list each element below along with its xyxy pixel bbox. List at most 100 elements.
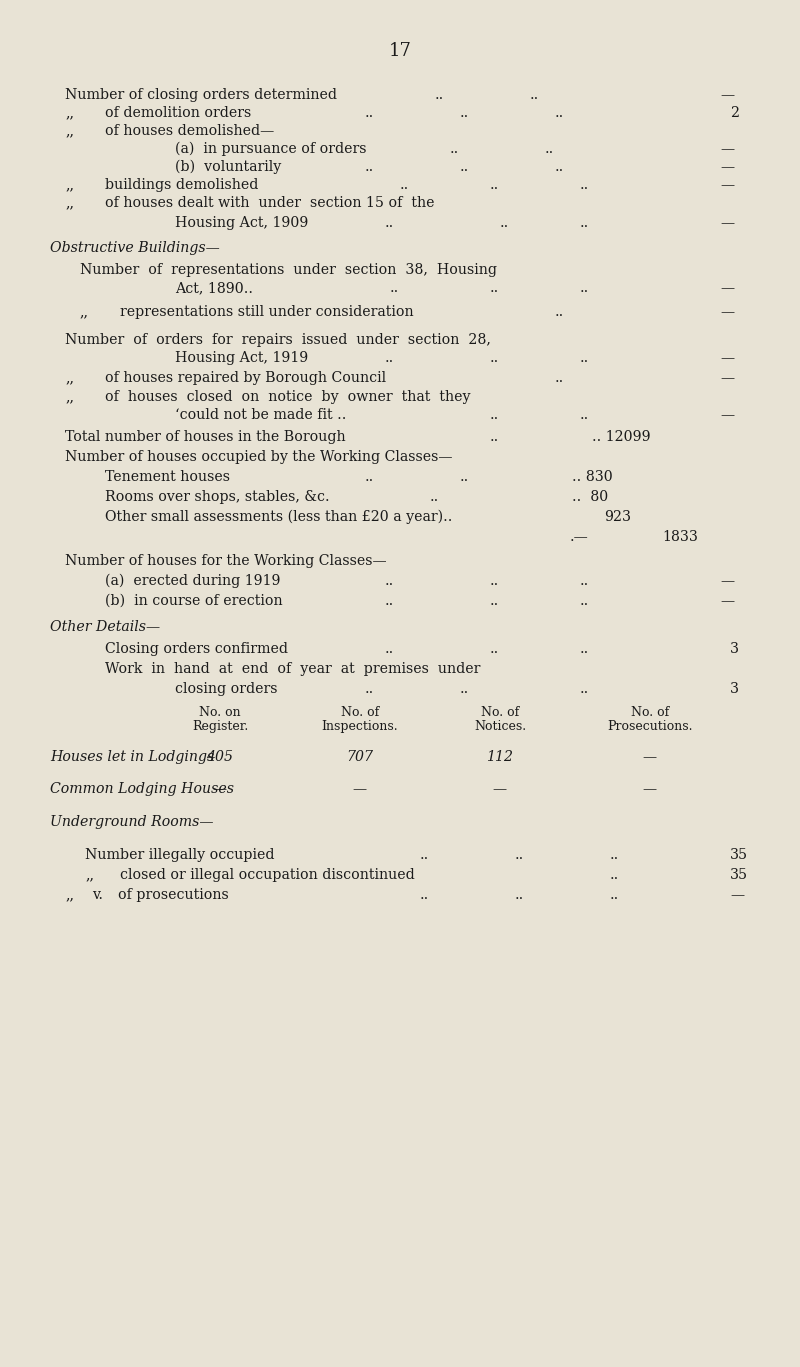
- Text: —: —: [720, 407, 734, 422]
- Text: Number  of  orders  for  repairs  issued  under  section  28,: Number of orders for repairs issued unde…: [65, 334, 491, 347]
- Text: ..: ..: [500, 216, 510, 230]
- Text: ..: ..: [365, 160, 374, 174]
- Text: ..: ..: [460, 682, 470, 696]
- Text: ..: ..: [460, 470, 470, 484]
- Text: of houses dealt with  under  section 15 of  the: of houses dealt with under section 15 of…: [105, 195, 434, 211]
- Text: ..: ..: [490, 431, 499, 444]
- Text: —: —: [720, 351, 734, 365]
- Text: ..: ..: [555, 160, 564, 174]
- Text: ,,: ,,: [65, 178, 74, 191]
- Text: .—: .—: [570, 530, 589, 544]
- Text: ..: ..: [385, 216, 394, 230]
- Text: —: —: [720, 216, 734, 230]
- Text: v.: v.: [92, 889, 103, 902]
- Text: Notices.: Notices.: [474, 720, 526, 733]
- Text: Housing Act, 1919: Housing Act, 1919: [175, 351, 308, 365]
- Text: Housing Act, 1909: Housing Act, 1909: [175, 216, 308, 230]
- Text: —: —: [720, 282, 734, 295]
- Text: 923: 923: [604, 510, 631, 524]
- Text: Tenement houses: Tenement houses: [105, 470, 230, 484]
- Text: ..: ..: [530, 87, 539, 103]
- Text: ..: ..: [545, 142, 554, 156]
- Text: ..: ..: [385, 574, 394, 588]
- Text: (a)  in pursuance of orders: (a) in pursuance of orders: [175, 142, 366, 156]
- Text: —: —: [720, 595, 734, 608]
- Text: ..: ..: [400, 178, 410, 191]
- Text: ,,: ,,: [65, 370, 74, 385]
- Text: Number of houses occupied by the Working Classes—: Number of houses occupied by the Working…: [65, 450, 453, 463]
- Text: 35: 35: [730, 868, 748, 882]
- Text: ‘could not be made fit ..: ‘could not be made fit ..: [175, 407, 346, 422]
- Text: (a)  erected during 1919: (a) erected during 1919: [105, 574, 281, 588]
- Text: ..: ..: [430, 489, 439, 504]
- Text: ..: ..: [490, 642, 499, 656]
- Text: —: —: [353, 782, 367, 796]
- Text: ..: ..: [365, 470, 374, 484]
- Text: ..: ..: [385, 595, 394, 608]
- Text: ,,: ,,: [80, 305, 89, 319]
- Text: ,,: ,,: [65, 889, 74, 902]
- Text: No. of: No. of: [481, 705, 519, 719]
- Text: Number of houses for the Working Classes—: Number of houses for the Working Classes…: [65, 554, 386, 569]
- Text: of demolition orders: of demolition orders: [105, 107, 251, 120]
- Text: ,,: ,,: [85, 868, 94, 882]
- Text: ..: ..: [555, 107, 564, 120]
- Text: Houses let in Lodgings: Houses let in Lodgings: [50, 750, 214, 764]
- Text: —: —: [720, 160, 734, 174]
- Text: closed or illegal occupation discontinued: closed or illegal occupation discontinue…: [120, 868, 414, 882]
- Text: 405: 405: [206, 750, 234, 764]
- Text: ..: ..: [610, 868, 619, 882]
- Text: ..: ..: [580, 351, 590, 365]
- Text: Common Lodging Houses: Common Lodging Houses: [50, 782, 234, 796]
- Text: ..: ..: [490, 407, 499, 422]
- Text: 17: 17: [389, 42, 411, 60]
- Text: Obstructive Buildings—: Obstructive Buildings—: [50, 241, 220, 256]
- Text: ..: ..: [490, 351, 499, 365]
- Text: of houses demolished—: of houses demolished—: [105, 124, 274, 138]
- Text: closing orders: closing orders: [175, 682, 278, 696]
- Text: Underground Rooms—: Underground Rooms—: [50, 815, 214, 828]
- Text: 3: 3: [730, 642, 739, 656]
- Text: —: —: [493, 782, 507, 796]
- Text: of prosecutions: of prosecutions: [118, 889, 229, 902]
- Text: ..: ..: [435, 87, 444, 103]
- Text: ..: ..: [490, 574, 499, 588]
- Text: ..: ..: [460, 107, 470, 120]
- Text: ..: ..: [555, 370, 564, 385]
- Text: —: —: [730, 889, 744, 902]
- Text: ..: ..: [580, 682, 590, 696]
- Text: (b)  voluntarily: (b) voluntarily: [175, 160, 282, 175]
- Text: ..: ..: [580, 178, 590, 191]
- Text: Closing orders confirmed: Closing orders confirmed: [105, 642, 288, 656]
- Text: —: —: [720, 370, 734, 385]
- Text: —: —: [213, 782, 227, 796]
- Text: ..: ..: [420, 848, 430, 863]
- Text: ..: ..: [490, 178, 499, 191]
- Text: ..: ..: [490, 282, 499, 295]
- Text: ..: ..: [580, 595, 590, 608]
- Text: ..: ..: [580, 642, 590, 656]
- Text: ..: ..: [460, 160, 470, 174]
- Text: representations still under consideration: representations still under consideratio…: [120, 305, 414, 319]
- Text: 35: 35: [730, 848, 748, 863]
- Text: Inspections.: Inspections.: [322, 720, 398, 733]
- Text: —: —: [720, 574, 734, 588]
- Text: Number  of  representations  under  section  38,  Housing: Number of representations under section …: [80, 262, 497, 278]
- Text: Prosecutions.: Prosecutions.: [607, 720, 693, 733]
- Text: Number illegally occupied: Number illegally occupied: [85, 848, 274, 863]
- Text: —: —: [643, 782, 657, 796]
- Text: ,,: ,,: [65, 195, 74, 211]
- Text: —: —: [720, 87, 734, 103]
- Text: 112: 112: [486, 750, 514, 764]
- Text: Work  in  hand  at  end  of  year  at  premises  under: Work in hand at end of year at premises …: [105, 662, 480, 677]
- Text: ..: ..: [610, 889, 619, 902]
- Text: ..: ..: [555, 305, 564, 319]
- Text: of houses repaired by Borough Council: of houses repaired by Borough Council: [105, 370, 386, 385]
- Text: ,,: ,,: [65, 124, 74, 138]
- Text: ..: ..: [365, 682, 374, 696]
- Text: Rooms over shops, stables, &c.: Rooms over shops, stables, &c.: [105, 489, 330, 504]
- Text: ..: ..: [420, 889, 430, 902]
- Text: No. of: No. of: [631, 705, 669, 719]
- Text: ..: ..: [515, 848, 524, 863]
- Text: .. 830: .. 830: [572, 470, 613, 484]
